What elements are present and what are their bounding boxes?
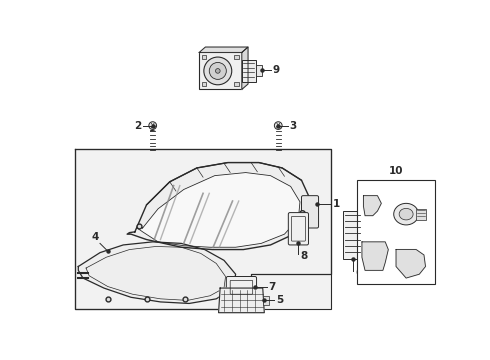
Text: 1: 1 [333,199,340,209]
FancyBboxPatch shape [288,213,309,245]
Text: 7: 7 [268,282,275,292]
Bar [343,211,363,259]
Text: 2: 2 [135,121,142,131]
Bar [199,53,242,89]
Ellipse shape [209,62,226,80]
Bar [201,82,206,86]
Bar [234,82,239,86]
Polygon shape [364,195,381,216]
Bar [75,149,331,309]
Ellipse shape [204,57,232,85]
Text: 3: 3 [289,121,296,131]
Ellipse shape [394,203,418,225]
FancyBboxPatch shape [226,276,257,298]
Bar [357,180,435,284]
Text: 4: 4 [91,232,98,242]
Ellipse shape [399,208,413,220]
Bar [242,60,256,82]
Bar [416,209,425,220]
Ellipse shape [274,122,282,130]
Ellipse shape [216,69,220,73]
Bar [234,55,239,59]
Text: 5: 5 [276,295,283,305]
Text: 6: 6 [355,269,362,278]
Polygon shape [396,249,425,278]
Bar [201,55,206,59]
Polygon shape [362,242,388,270]
Text: 10: 10 [389,166,403,176]
Polygon shape [137,172,300,247]
Polygon shape [242,47,248,89]
Ellipse shape [149,122,157,130]
Polygon shape [78,242,236,303]
Text: 8: 8 [301,252,308,261]
Bar [256,65,262,76]
FancyBboxPatch shape [301,195,319,228]
Text: 9: 9 [273,65,280,75]
Polygon shape [199,47,248,53]
Bar [263,296,269,305]
Polygon shape [127,163,309,249]
Polygon shape [219,288,264,313]
